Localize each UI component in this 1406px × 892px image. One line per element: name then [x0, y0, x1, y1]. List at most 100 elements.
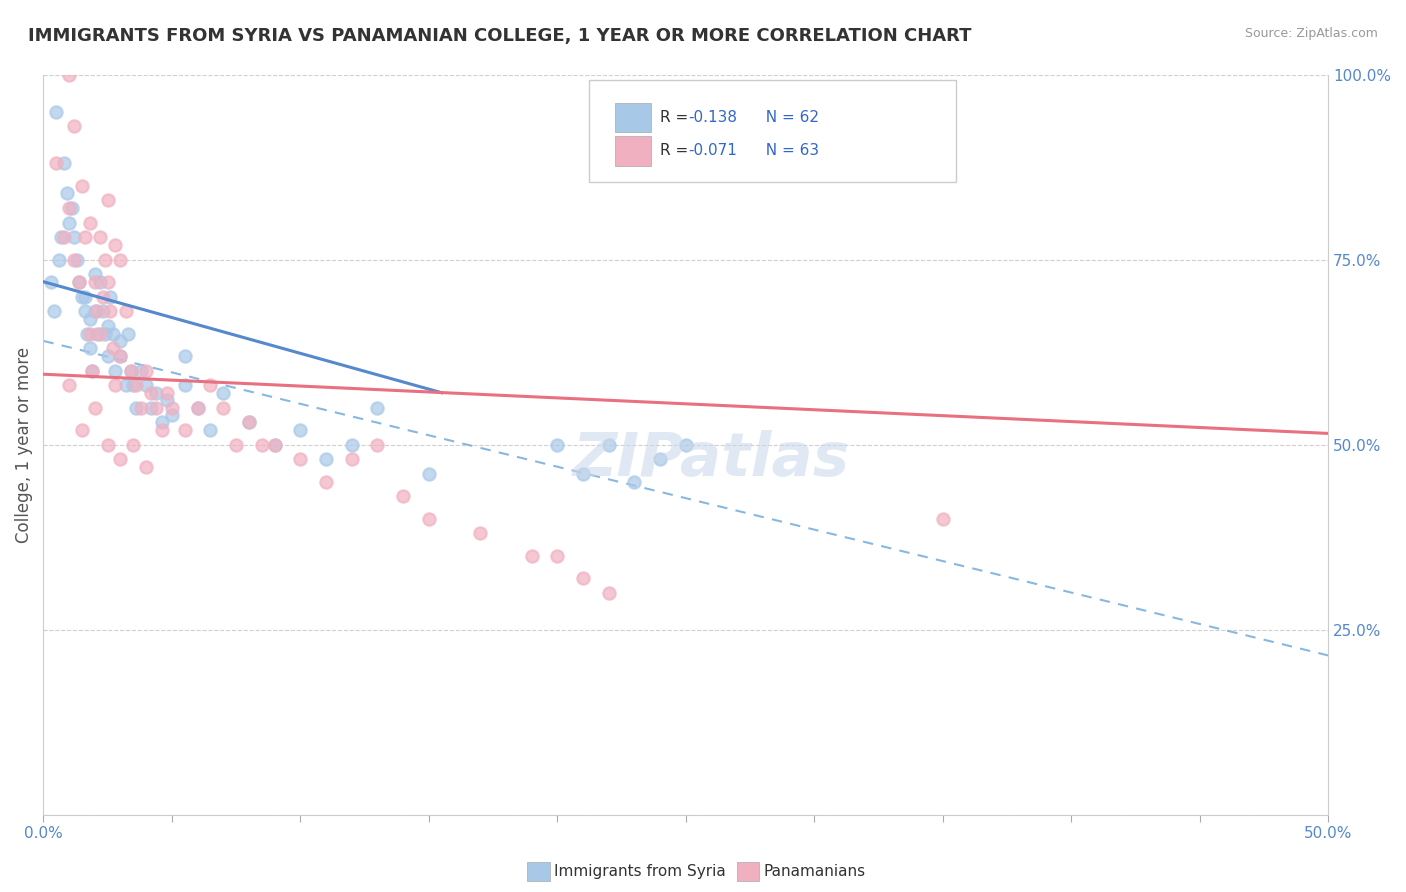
Point — [63, 252, 86, 267]
Point — [418, 511, 440, 525]
Point — [150, 423, 173, 437]
Point — [55, 186, 77, 200]
Point — [58, 201, 80, 215]
FancyBboxPatch shape — [614, 136, 651, 166]
Text: R =: R = — [659, 110, 693, 125]
Text: ZIPatlas: ZIPatlas — [572, 430, 851, 489]
Point — [187, 401, 209, 415]
Point — [572, 571, 595, 585]
Point — [51, 230, 73, 244]
Point — [212, 401, 235, 415]
Point — [97, 349, 120, 363]
Point — [366, 437, 388, 451]
Point — [366, 401, 388, 415]
Point — [104, 378, 127, 392]
Point — [122, 378, 145, 392]
Point — [200, 378, 222, 392]
Point — [58, 68, 80, 82]
Point — [67, 275, 90, 289]
Point — [110, 349, 132, 363]
Point — [97, 319, 120, 334]
Point — [145, 385, 167, 400]
Point — [187, 401, 209, 415]
Text: -0.071: -0.071 — [689, 144, 737, 158]
Point — [546, 549, 568, 563]
Point — [135, 363, 157, 377]
Point — [63, 120, 86, 134]
Point — [520, 549, 543, 563]
Point — [623, 475, 645, 489]
Point — [598, 585, 620, 599]
Point — [104, 363, 127, 377]
Point — [141, 385, 163, 400]
Point — [58, 378, 80, 392]
Point — [86, 304, 108, 318]
Text: Source: ZipAtlas.com: Source: ZipAtlas.com — [1244, 27, 1378, 40]
Point — [110, 349, 132, 363]
Point — [340, 437, 363, 451]
Point — [79, 215, 101, 229]
Point — [263, 437, 285, 451]
Point — [129, 363, 152, 377]
Point — [392, 489, 415, 503]
Point — [45, 156, 67, 170]
Point — [70, 423, 93, 437]
Point — [91, 304, 114, 318]
Point — [225, 437, 247, 451]
Point — [70, 289, 93, 303]
Point — [79, 341, 101, 355]
Point — [89, 326, 111, 341]
Point — [82, 363, 104, 377]
Point — [572, 467, 595, 482]
Point — [290, 452, 312, 467]
Point — [83, 304, 105, 318]
Point — [67, 275, 90, 289]
FancyBboxPatch shape — [614, 103, 651, 132]
Point — [340, 452, 363, 467]
Point — [160, 401, 183, 415]
Point — [675, 437, 697, 451]
Point — [73, 289, 96, 303]
Point — [160, 408, 183, 422]
Point — [73, 304, 96, 318]
Point — [89, 275, 111, 289]
Point — [79, 326, 101, 341]
Point — [546, 437, 568, 451]
FancyBboxPatch shape — [589, 79, 956, 182]
Point — [120, 363, 142, 377]
Point — [238, 415, 260, 429]
Point — [52, 156, 75, 170]
Point — [120, 363, 142, 377]
Point — [76, 326, 98, 341]
Point — [173, 349, 195, 363]
Point — [60, 201, 83, 215]
Point — [238, 415, 260, 429]
Point — [101, 341, 124, 355]
Point — [135, 459, 157, 474]
Point — [98, 304, 121, 318]
Point — [110, 334, 132, 348]
Point — [470, 526, 492, 541]
Point — [101, 326, 124, 341]
Point — [122, 437, 145, 451]
Point — [212, 385, 235, 400]
Point — [83, 275, 105, 289]
Text: IMMIGRANTS FROM SYRIA VS PANAMANIAN COLLEGE, 1 YEAR OR MORE CORRELATION CHART: IMMIGRANTS FROM SYRIA VS PANAMANIAN COLL… — [28, 27, 972, 45]
Point — [418, 467, 440, 482]
Point — [94, 326, 117, 341]
Y-axis label: College, 1 year or more: College, 1 year or more — [15, 346, 32, 542]
Point — [315, 452, 337, 467]
Point — [73, 230, 96, 244]
Point — [104, 237, 127, 252]
Text: Immigrants from Syria: Immigrants from Syria — [554, 864, 725, 879]
Point — [45, 104, 67, 119]
Point — [39, 275, 62, 289]
Point — [89, 230, 111, 244]
Point — [97, 275, 120, 289]
Text: R =: R = — [659, 144, 693, 158]
Text: N = 63: N = 63 — [756, 144, 820, 158]
Point — [98, 289, 121, 303]
Point — [315, 475, 337, 489]
Point — [91, 289, 114, 303]
Point — [114, 378, 136, 392]
